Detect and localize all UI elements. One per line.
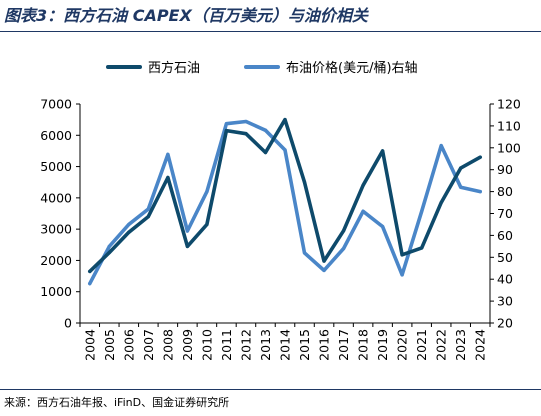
point-oil — [381, 225, 385, 229]
point-capex — [381, 149, 385, 153]
y-left-tick-label: 1000 — [40, 284, 72, 299]
point-capex — [88, 269, 92, 273]
x-tick-label: 2021 — [414, 329, 429, 361]
x-tick-label: 2011 — [219, 329, 234, 361]
x-tick-label: 2005 — [102, 329, 117, 361]
x-tick-label: 2020 — [395, 329, 410, 361]
point-capex — [205, 222, 209, 227]
point-capex — [283, 118, 287, 122]
point-oil — [107, 244, 111, 248]
point-oil — [224, 122, 229, 126]
y-right-tick-label: 100 — [497, 140, 521, 155]
x-tick-label: 2015 — [297, 329, 312, 361]
point-oil — [88, 281, 92, 286]
x-tick-label: 2016 — [317, 329, 332, 361]
y-left-tick-label: 7000 — [40, 97, 72, 112]
source-note: 来源：西方石油年报、iFinD、国金证券研究所 — [4, 396, 230, 409]
point-capex — [244, 132, 248, 136]
plot-area: 0 1000 2000 3000 4000 5000 6000 7000 20 30 40 50 60 7… — [40, 97, 521, 361]
y-right-tick-label: 90 — [497, 162, 513, 177]
title-divider — [0, 31, 541, 32]
y-left-tick-label: 6000 — [40, 128, 72, 143]
y-left-tick-label: 0 — [64, 316, 72, 331]
legend: 西方石油 布油价格(美元/桶)右轴 — [106, 60, 418, 76]
point-oil — [205, 190, 209, 194]
point-capex — [146, 215, 150, 219]
y-right-tick-label: 80 — [497, 184, 513, 199]
x-tick-label: 2013 — [258, 329, 273, 361]
point-capex — [478, 155, 482, 159]
source-divider — [0, 389, 541, 390]
point-oil — [127, 222, 131, 227]
point-capex — [185, 244, 189, 248]
y-right-tick-label: 20 — [497, 316, 513, 331]
point-capex — [302, 180, 307, 184]
point-oil — [185, 229, 189, 233]
point-capex — [263, 150, 268, 155]
y-right-tick-label: 50 — [497, 250, 513, 265]
point-oil — [302, 251, 307, 255]
x-tick-label: 2017 — [336, 329, 351, 361]
y-right-tick-label: 40 — [497, 272, 513, 287]
y-left-tick-label: 5000 — [40, 159, 72, 174]
point-capex — [361, 183, 365, 187]
point-capex — [341, 229, 346, 233]
x-tick-label: 2009 — [180, 329, 195, 361]
point-capex — [107, 251, 111, 255]
point-capex — [224, 128, 229, 133]
x-tick-label: 2023 — [453, 329, 468, 361]
point-oil — [478, 190, 482, 194]
y-left-tick-label: 2000 — [40, 253, 72, 268]
point-capex — [459, 166, 463, 170]
x-tick-label: 2012 — [238, 329, 253, 361]
chart-title: 图表3：西方石油 CAPEX（百万美元）与油价相关 — [4, 6, 368, 25]
y-right-tick-label: 110 — [497, 118, 521, 133]
point-oil — [322, 268, 326, 273]
point-capex — [400, 253, 404, 257]
point-oil — [420, 209, 424, 213]
x-tick-label: 2022 — [434, 329, 449, 361]
point-capex — [420, 246, 424, 250]
y-right-tick-label: 120 — [497, 97, 521, 112]
point-oil — [166, 152, 170, 156]
point-capex — [322, 259, 326, 263]
y-left-tick-label: 4000 — [40, 190, 72, 205]
x-tick-label: 2018 — [356, 329, 371, 361]
point-capex — [166, 175, 170, 180]
point-oil — [361, 209, 365, 213]
x-tick-label: 2010 — [199, 329, 214, 361]
x-tick-label: 2004 — [82, 329, 97, 361]
x-tick-label: 2007 — [141, 329, 156, 361]
y-right-tick-label: 70 — [497, 206, 513, 221]
x-tick-label: 2006 — [121, 329, 136, 361]
x-tick-label: 2008 — [160, 329, 175, 361]
point-oil — [263, 128, 268, 132]
point-oil — [244, 119, 248, 124]
point-oil — [439, 144, 443, 148]
x-tick-label: 2019 — [375, 329, 390, 361]
point-oil — [341, 246, 346, 251]
legend-label-oil: 布油价格(美元/桶)右轴 — [286, 60, 418, 76]
point-oil — [283, 148, 287, 152]
point-oil — [400, 273, 404, 277]
y-right-tick-label: 60 — [497, 228, 513, 243]
x-tick-label: 2014 — [278, 329, 293, 361]
y-left-tick-label: 3000 — [40, 222, 72, 237]
series-line-oil — [88, 119, 482, 286]
point-capex — [439, 200, 443, 205]
x-tick-label: 2024 — [473, 329, 488, 361]
point-oil — [459, 185, 463, 189]
point-capex — [127, 230, 131, 234]
y-right-tick-label: 30 — [497, 294, 513, 309]
legend-label-capex: 西方石油 — [148, 60, 200, 76]
point-oil — [146, 207, 150, 211]
